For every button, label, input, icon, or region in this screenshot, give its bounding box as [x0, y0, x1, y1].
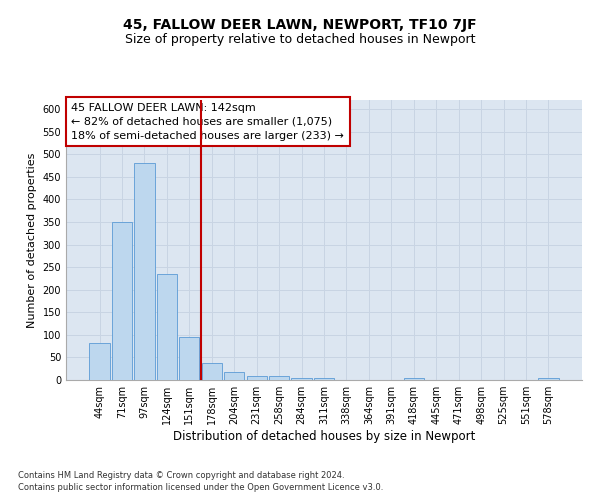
Bar: [157, 274, 177, 380]
Bar: [89, 343, 110, 380]
Text: Contains public sector information licensed under the Open Government Licence v3: Contains public sector information licen…: [18, 484, 383, 492]
Bar: [269, 376, 289, 380]
Bar: [314, 378, 334, 380]
Text: Size of property relative to detached houses in Newport: Size of property relative to detached ho…: [125, 32, 475, 46]
Bar: [247, 376, 267, 380]
Text: Contains HM Land Registry data © Crown copyright and database right 2024.: Contains HM Land Registry data © Crown c…: [18, 471, 344, 480]
Text: 45 FALLOW DEER LAWN: 142sqm
← 82% of detached houses are smaller (1,075)
18% of : 45 FALLOW DEER LAWN: 142sqm ← 82% of det…: [71, 103, 344, 141]
Text: 45, FALLOW DEER LAWN, NEWPORT, TF10 7JF: 45, FALLOW DEER LAWN, NEWPORT, TF10 7JF: [123, 18, 477, 32]
Bar: [538, 378, 559, 380]
Bar: [292, 378, 311, 380]
Y-axis label: Number of detached properties: Number of detached properties: [27, 152, 37, 328]
Bar: [404, 378, 424, 380]
Bar: [112, 222, 132, 380]
X-axis label: Distribution of detached houses by size in Newport: Distribution of detached houses by size …: [173, 430, 475, 443]
Bar: [202, 363, 222, 380]
Bar: [179, 337, 199, 380]
Bar: [224, 372, 244, 380]
Bar: [134, 163, 155, 380]
